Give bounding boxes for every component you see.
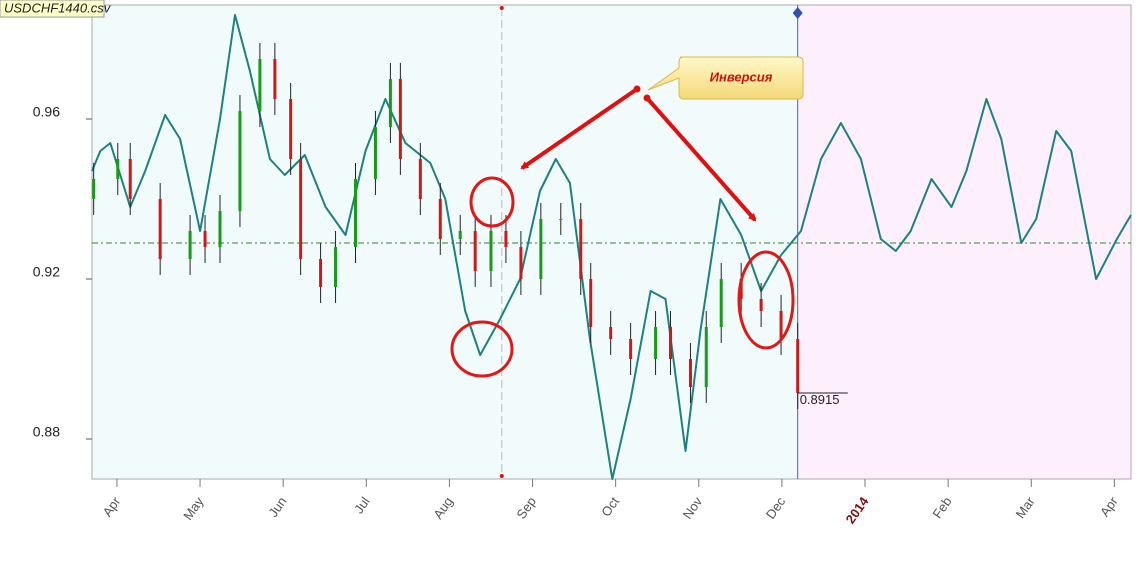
circle [450, 320, 514, 378]
candle-body [203, 231, 207, 247]
x-tick-label: Apr [1097, 494, 1121, 520]
forecast-diamond [792, 7, 803, 19]
candle-body [373, 127, 377, 179]
candle-body [299, 159, 303, 259]
candle-body [458, 231, 462, 239]
candle-body [92, 179, 96, 199]
candle-body [418, 159, 422, 199]
candle-body [289, 99, 293, 159]
x-tick-label: Jul [351, 494, 373, 516]
candle-body [128, 159, 132, 199]
x-tick-label: Nov [680, 494, 706, 522]
candle-body [473, 231, 477, 271]
cycle-line [91, 14, 1132, 480]
candle-body [539, 219, 543, 279]
candle-body [398, 79, 402, 159]
candle-body [116, 159, 120, 179]
circle [737, 250, 795, 350]
x-tick-label: Aug [430, 494, 456, 522]
annotations: Инверсия [450, 56, 804, 378]
candle-body [258, 59, 262, 111]
candle-body [388, 79, 392, 127]
x-tick-label: Feb [929, 494, 954, 521]
candle-body [719, 279, 723, 327]
candle-body [688, 359, 692, 387]
arrow [645, 96, 757, 222]
y-tick-label: 0.88 [33, 424, 60, 440]
marker-dot [499, 6, 504, 10]
candle-body [629, 339, 633, 359]
candle-body [353, 179, 357, 247]
candle-body [559, 219, 563, 220]
y-tick-label: 0.92 [33, 264, 60, 280]
candle-body [519, 247, 523, 279]
x-tick-label: Oct [598, 494, 622, 519]
candle-body [704, 327, 708, 387]
candle-body [188, 231, 192, 259]
x-tick-label: Dec [763, 494, 789, 522]
candle-body [579, 219, 583, 279]
candle-body [669, 327, 673, 359]
x-tick-label: Sep [513, 494, 539, 522]
marker-dot [499, 474, 504, 478]
candle-body [319, 259, 323, 287]
candle-body [609, 327, 613, 339]
candle-body [158, 199, 162, 259]
callout-text: Инверсия [710, 69, 773, 84]
x-tick-label: May [180, 494, 207, 523]
x-tick-label: Jun [265, 494, 289, 520]
candle-body [654, 327, 658, 359]
forecast-background [797, 5, 1131, 479]
arrow [520, 87, 639, 170]
candle-body [489, 231, 493, 271]
x-tick-label: Mar [1013, 494, 1039, 521]
candle-body [273, 59, 277, 99]
file-label-box [0, 0, 105, 18]
file-label: USDCHF1440.csv [4, 0, 112, 15]
candle-body [334, 247, 338, 287]
candle-body [589, 279, 593, 327]
candle-body [779, 311, 783, 339]
y-tick-label: 0.96 [33, 104, 60, 120]
callout [647, 56, 804, 100]
x-tick-label: Apr [100, 494, 124, 520]
circle [469, 176, 515, 228]
candle-body [218, 211, 222, 247]
candle-body [759, 299, 763, 311]
candle-body [438, 199, 442, 239]
candle-body [796, 339, 800, 393]
x-tick-label: 2014 [843, 493, 872, 526]
last-price-label: 0.8915 [800, 392, 840, 407]
arrow-dot [633, 85, 641, 93]
candle-body [238, 111, 242, 211]
candle-body [504, 231, 508, 247]
arrow-dot [643, 94, 651, 102]
